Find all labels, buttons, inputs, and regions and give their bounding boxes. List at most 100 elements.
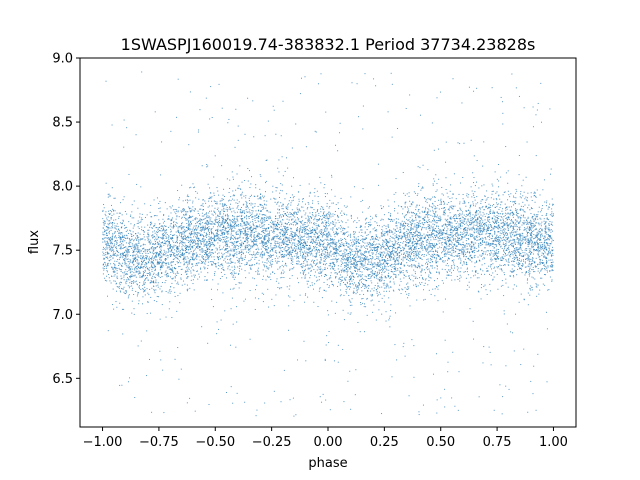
data-point — [369, 261, 371, 263]
data-point — [493, 215, 495, 217]
data-point — [440, 232, 442, 234]
data-point — [138, 236, 140, 238]
data-point — [551, 264, 553, 266]
data-point — [281, 222, 283, 224]
data-point — [413, 252, 415, 254]
data-point — [387, 199, 389, 201]
data-point — [202, 222, 204, 224]
data-point — [203, 240, 205, 242]
data-point — [189, 223, 191, 225]
data-point — [479, 230, 481, 232]
data-point — [544, 269, 546, 271]
data-point — [488, 233, 490, 235]
data-point — [207, 258, 209, 260]
data-point — [291, 219, 293, 221]
data-point — [546, 242, 548, 244]
data-point — [370, 224, 372, 226]
data-point — [368, 244, 370, 246]
data-point — [180, 262, 182, 264]
data-point — [181, 254, 183, 256]
data-point — [193, 244, 195, 246]
data-point — [512, 201, 514, 203]
data-point — [220, 230, 222, 232]
data-point — [231, 218, 233, 220]
data-point — [231, 211, 233, 213]
data-point — [484, 222, 486, 224]
data-point — [419, 251, 421, 253]
data-point — [262, 261, 264, 263]
data-point — [403, 277, 405, 279]
data-point — [263, 218, 265, 220]
data-point — [193, 276, 195, 278]
data-point — [232, 190, 234, 192]
data-point — [329, 250, 331, 252]
data-point — [220, 234, 222, 236]
data-point — [260, 194, 262, 195]
data-point — [143, 266, 145, 268]
data-point — [410, 223, 412, 225]
data-point — [344, 278, 346, 280]
data-point — [497, 237, 499, 239]
data-point — [297, 229, 299, 231]
data-point — [343, 281, 345, 283]
data-point — [270, 225, 272, 227]
data-point — [223, 246, 225, 248]
data-point — [344, 259, 346, 261]
data-point — [430, 225, 432, 227]
data-point — [193, 234, 195, 236]
data-point — [529, 288, 531, 290]
data-point — [356, 289, 358, 291]
data-point — [206, 246, 208, 248]
data-point — [450, 234, 452, 236]
data-point — [130, 281, 132, 283]
data-point — [447, 257, 449, 259]
data-point — [343, 212, 345, 214]
data-point — [226, 243, 228, 245]
data-point — [496, 204, 498, 206]
data-point — [450, 240, 452, 242]
data-point — [501, 201, 503, 203]
data-point — [241, 218, 243, 220]
data-point — [401, 238, 403, 240]
data-point — [261, 230, 263, 232]
data-point — [544, 201, 546, 203]
data-point — [237, 215, 239, 217]
data-point — [154, 269, 156, 271]
data-point — [391, 236, 393, 238]
data-point — [186, 199, 188, 201]
data-point — [500, 259, 502, 261]
data-point — [306, 283, 308, 285]
data-point — [314, 264, 316, 266]
data-point — [159, 247, 161, 249]
data-point — [295, 257, 297, 259]
data-point — [172, 269, 174, 271]
data-point — [411, 234, 413, 236]
data-point — [311, 226, 313, 228]
data-point — [534, 237, 536, 239]
data-point — [193, 209, 195, 211]
data-point — [528, 273, 530, 275]
data-point — [177, 229, 179, 231]
data-point — [237, 225, 239, 227]
data-point — [262, 250, 264, 252]
data-point — [149, 239, 151, 241]
data-point — [232, 176, 234, 178]
data-point — [498, 224, 500, 226]
data-point — [301, 267, 303, 269]
data-point — [400, 224, 402, 226]
data-point — [329, 244, 331, 246]
data-point — [245, 209, 247, 211]
data-point — [435, 286, 437, 288]
data-point — [203, 244, 205, 246]
data-point — [150, 241, 152, 243]
data-point — [125, 256, 127, 258]
data-point — [217, 238, 219, 240]
data-point — [143, 251, 145, 253]
data-point — [304, 235, 306, 237]
data-point — [118, 287, 120, 289]
data-point — [418, 220, 420, 222]
data-point — [142, 248, 144, 250]
data-point — [224, 215, 226, 217]
data-point — [126, 252, 128, 254]
data-point — [396, 249, 398, 251]
